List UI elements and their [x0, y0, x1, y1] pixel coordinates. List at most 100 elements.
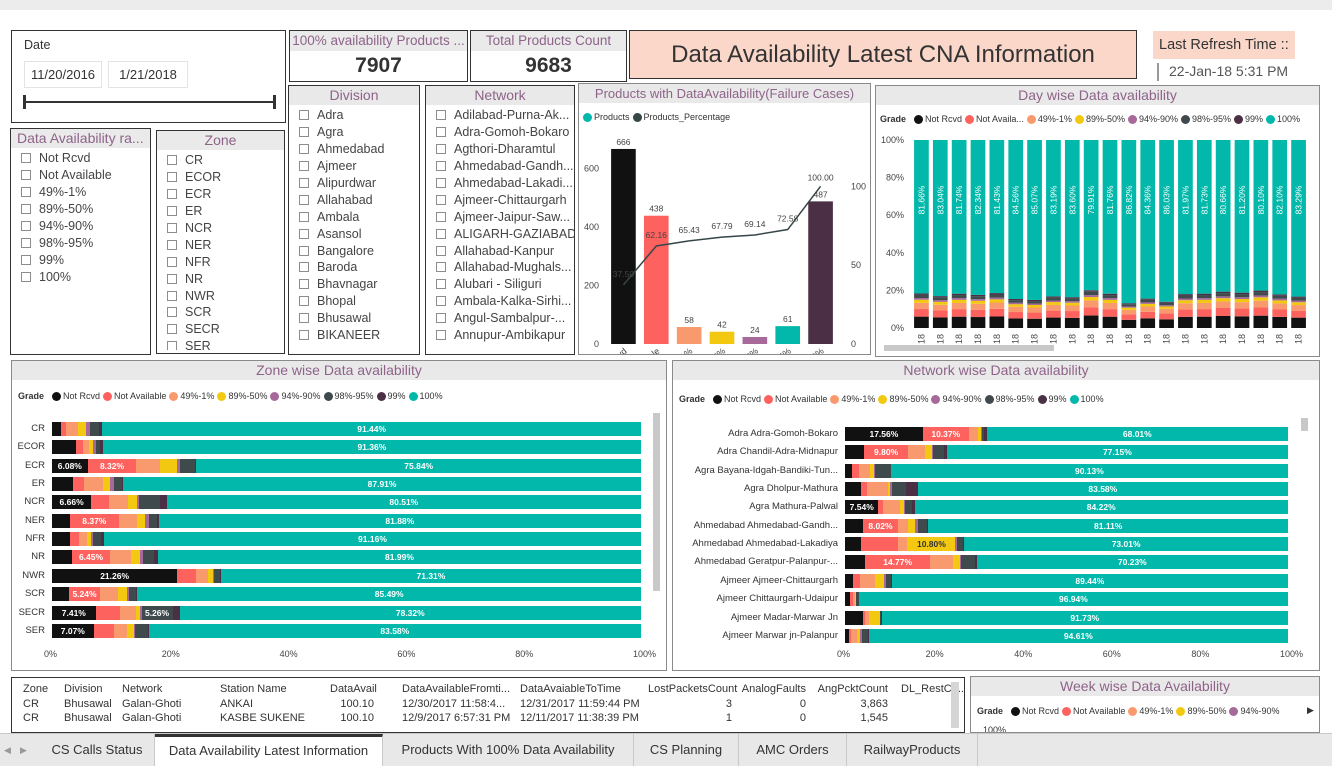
stacked-bar[interactable]: 10.80% 73.01%: [845, 537, 1288, 551]
checkbox[interactable]: [299, 195, 309, 205]
day-bar-segment[interactable]: [1008, 312, 1023, 318]
bar-segment[interactable]: 83.58%: [149, 624, 641, 638]
stacked-bar[interactable]: 83.58%: [845, 482, 1288, 496]
bar-segment[interactable]: [52, 477, 73, 491]
day-bar-segment[interactable]: [933, 317, 948, 328]
day-bar-segment[interactable]: [1122, 314, 1137, 319]
bar-segment[interactable]: [139, 495, 160, 509]
day-bar-segment[interactable]: [990, 293, 1005, 294]
range-slicer-item[interactable]: 94%-90%: [21, 218, 150, 235]
checkbox[interactable]: [167, 257, 177, 267]
stacked-bar[interactable]: 89.44%: [845, 574, 1288, 588]
table-header-cell[interactable]: Zone: [23, 683, 48, 695]
day-bar-segment[interactable]: [1159, 306, 1174, 308]
bar-segment[interactable]: [173, 606, 180, 620]
checkbox[interactable]: [436, 262, 446, 272]
bar-segment[interactable]: 81.88%: [159, 514, 641, 528]
checkbox[interactable]: [299, 127, 309, 137]
checkbox[interactable]: [167, 206, 177, 216]
bar-segment[interactable]: 5.24%: [69, 587, 100, 601]
table-scrollbar[interactable]: [951, 682, 959, 728]
bar-segment[interactable]: 96.94%: [859, 592, 1288, 606]
bar-segment[interactable]: [78, 422, 86, 436]
zone-slicer-item[interactable]: CR: [167, 152, 284, 169]
day-bar-segment[interactable]: [1197, 298, 1212, 300]
day-bar-segment[interactable]: [971, 295, 986, 296]
range-slicer-item[interactable]: 98%-95%: [21, 234, 150, 251]
bar-segment[interactable]: [875, 574, 884, 588]
bar-segment[interactable]: 10.80%: [907, 537, 955, 551]
bar-segment[interactable]: 9.80%: [864, 445, 907, 459]
tab-5[interactable]: RailwayProducts: [847, 734, 978, 766]
checkbox[interactable]: [299, 144, 309, 154]
zone-slicer-item[interactable]: NWR: [167, 287, 284, 304]
bar-0[interactable]: [611, 149, 636, 344]
bar-segment[interactable]: 91.16%: [104, 532, 641, 546]
checkbox[interactable]: [167, 223, 177, 233]
zone-slicer-item[interactable]: NR: [167, 270, 284, 287]
day-bar-segment[interactable]: [1216, 292, 1231, 293]
day-bar-segment[interactable]: [1065, 301, 1080, 303]
checkbox[interactable]: [299, 296, 309, 306]
bar-segment[interactable]: [845, 464, 852, 478]
day-bar-segment[interactable]: [952, 317, 967, 328]
range-slicer-item[interactable]: Not Available: [21, 167, 150, 184]
division-slicer-item[interactable]: Bhopal: [299, 293, 419, 310]
range-slicer-item[interactable]: 99%: [21, 251, 150, 268]
day-bar-segment[interactable]: [1027, 305, 1042, 308]
bar-segment[interactable]: [114, 477, 122, 491]
bar-segment[interactable]: 73.01%: [964, 537, 1288, 551]
checkbox[interactable]: [436, 229, 446, 239]
day-bar-segment[interactable]: [1197, 309, 1212, 317]
bar-segment[interactable]: [160, 495, 167, 509]
table-header-cell[interactable]: DataAvaiableToTime: [520, 683, 621, 695]
day-bar-segment[interactable]: [1140, 140, 1155, 299]
day-bar-segment[interactable]: [1159, 302, 1174, 303]
bar-segment[interactable]: 21.26%: [52, 569, 177, 583]
day-bar-segment[interactable]: [1178, 295, 1193, 298]
division-slicer-item[interactable]: Bhusawal: [299, 310, 419, 327]
bar-segment[interactable]: [969, 427, 978, 441]
day-bar-segment[interactable]: [990, 140, 1005, 293]
bar-segment[interactable]: 87.91%: [123, 477, 641, 491]
day-bar-segment[interactable]: [933, 305, 948, 311]
day-bar-segment[interactable]: [1159, 319, 1174, 328]
day-bar-segment[interactable]: [1122, 308, 1137, 310]
network-slicer-item[interactable]: Angul-Sambalpur-...: [436, 310, 574, 327]
stacked-bar[interactable]: 90.13%: [845, 464, 1288, 478]
day-bar-segment[interactable]: [1272, 303, 1287, 309]
day-bar-segment[interactable]: [1254, 295, 1269, 297]
bar-segment[interactable]: [94, 624, 114, 638]
range-slicer-item[interactable]: 89%-50%: [21, 201, 150, 218]
bar-segment[interactable]: [908, 445, 926, 459]
checkbox[interactable]: [436, 246, 446, 256]
bar-segment[interactable]: [883, 500, 900, 514]
bar-segment[interactable]: 6.66%: [52, 495, 91, 509]
network-slicer-item[interactable]: Adra-Gomoh-Bokaro: [436, 124, 574, 141]
bar-segment[interactable]: [91, 495, 109, 509]
day-bar-segment[interactable]: [1291, 301, 1306, 303]
bar-segment[interactable]: 14.77%: [865, 555, 930, 569]
day-bar-segment[interactable]: [1178, 300, 1193, 303]
bar-segment[interactable]: [861, 537, 899, 551]
bar-segment[interactable]: 8.37%: [70, 514, 119, 528]
day-bar-segment[interactable]: [1046, 302, 1061, 305]
bar-segment[interactable]: [136, 459, 159, 473]
day-bar-segment[interactable]: [1084, 297, 1099, 300]
bar-segment[interactable]: [90, 422, 99, 436]
checkbox[interactable]: [299, 229, 309, 239]
zone-chart-scrollbar[interactable]: [653, 413, 660, 591]
bar-segment[interactable]: [131, 550, 140, 564]
network-chart-scrollbar[interactable]: [1301, 418, 1308, 431]
day-bar-segment[interactable]: [1178, 140, 1193, 294]
day-bar-segment[interactable]: [1065, 298, 1080, 301]
bar-segment[interactable]: 6.08%: [52, 459, 88, 473]
day-bar-segment[interactable]: [1140, 318, 1155, 328]
day-bar-segment[interactable]: [1008, 304, 1023, 307]
table-header-cell[interactable]: Station Name: [220, 683, 287, 695]
day-bar-segment[interactable]: [1140, 304, 1155, 307]
checkbox[interactable]: [436, 296, 446, 306]
bar-segment[interactable]: 94.61%: [869, 629, 1288, 643]
tab-4[interactable]: AMC Orders: [739, 734, 847, 766]
bar-segment[interactable]: [149, 514, 157, 528]
